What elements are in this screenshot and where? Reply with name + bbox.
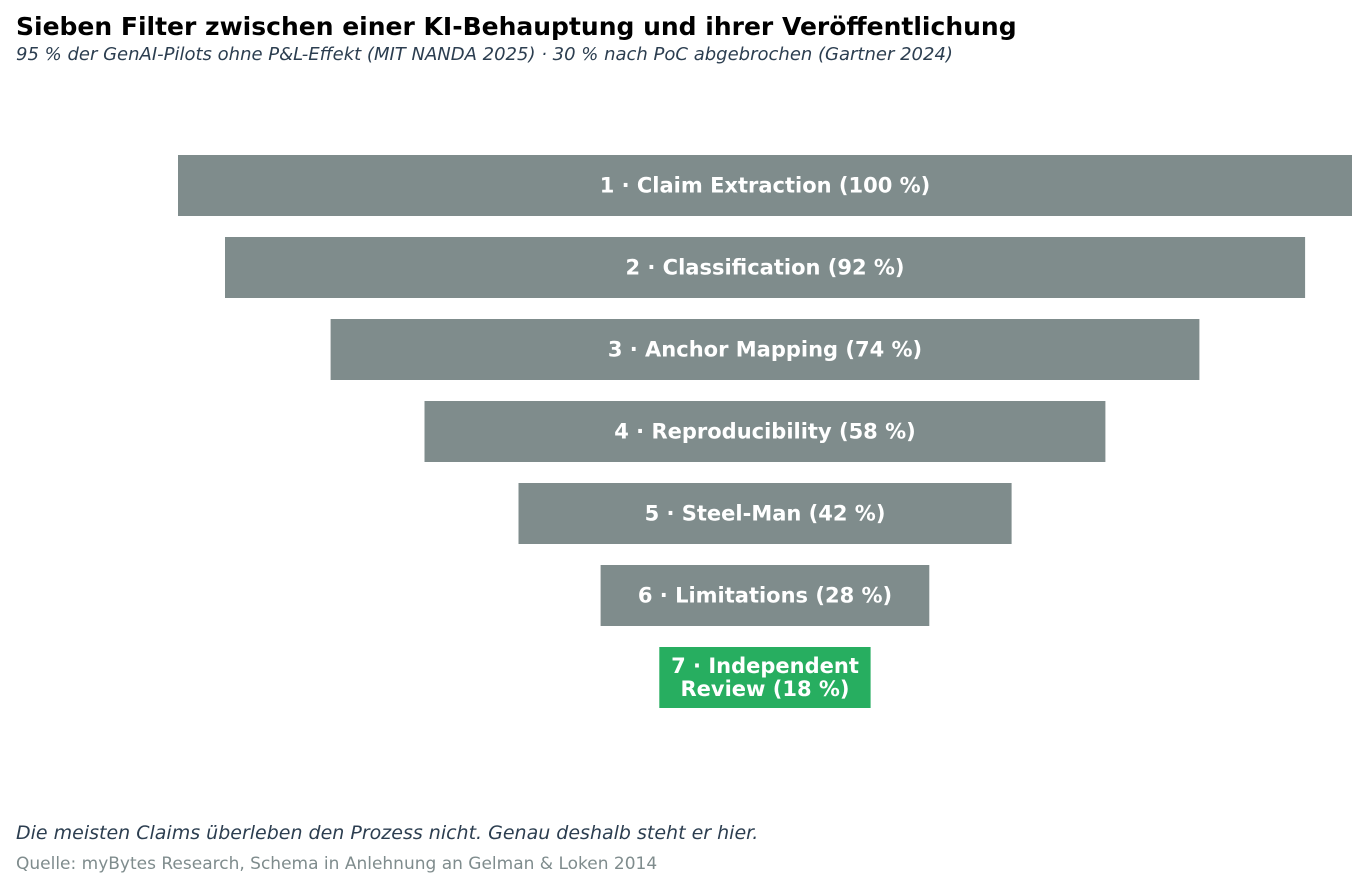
funnel-bar-label-2: 2 · Classification (92 %)	[625, 256, 904, 280]
funnel-bar-label-line: 6 · Limitations (28 %)	[638, 584, 892, 608]
funnel-bar-6	[600, 565, 930, 626]
funnel-bar-label-line: Review (18 %)	[680, 677, 849, 701]
funnel-bar-label-5: 5 · Steel-Man (42 %)	[645, 502, 886, 526]
chart-subtitle: 95 % der GenAI-Pilots ohne P&L-Effekt (M…	[16, 44, 953, 65]
funnel-bar-1	[178, 155, 1352, 216]
funnel-bar-label-line: 5 · Steel-Man (42 %)	[645, 502, 886, 526]
funnel-bar-label-7: 7 · Independent Review (18 %)	[671, 654, 859, 701]
funnel-bar-label-1: 1 · Claim Extraction (100 %)	[600, 174, 931, 198]
funnel-bar-label-line: 1 · Claim Extraction (100 %)	[600, 174, 931, 198]
funnel-bar-label-4: 4 · Reproducibility (58 %)	[614, 420, 916, 444]
chart-title: Sieben Filter zwischen einer KI-Behauptu…	[16, 12, 1017, 41]
funnel-bar-label-line: 4 · Reproducibility (58 %)	[614, 420, 916, 444]
funnel-bar-label-3: 3 · Anchor Mapping (74 %)	[608, 338, 922, 362]
funnel-bar-label-6: 6 · Limitations (28 %)	[638, 584, 892, 608]
funnel-bar-4	[424, 401, 1106, 462]
funnel-bar-3	[330, 319, 1200, 380]
funnel-bar-label-line: 2 · Classification (92 %)	[625, 256, 904, 280]
footer-note: Die meisten Claims überleben den Prozess…	[16, 822, 759, 844]
funnel-bar-5	[518, 483, 1012, 544]
funnel-bar-label-line: 7 · Independent	[671, 654, 859, 678]
source-note: Quelle: myBytes Research, Schema in Anle…	[16, 854, 658, 874]
funnel-bar-2	[225, 237, 1306, 298]
funnel-bar-7	[659, 647, 871, 708]
funnel-bar-label-line: 3 · Anchor Mapping (74 %)	[608, 338, 922, 362]
